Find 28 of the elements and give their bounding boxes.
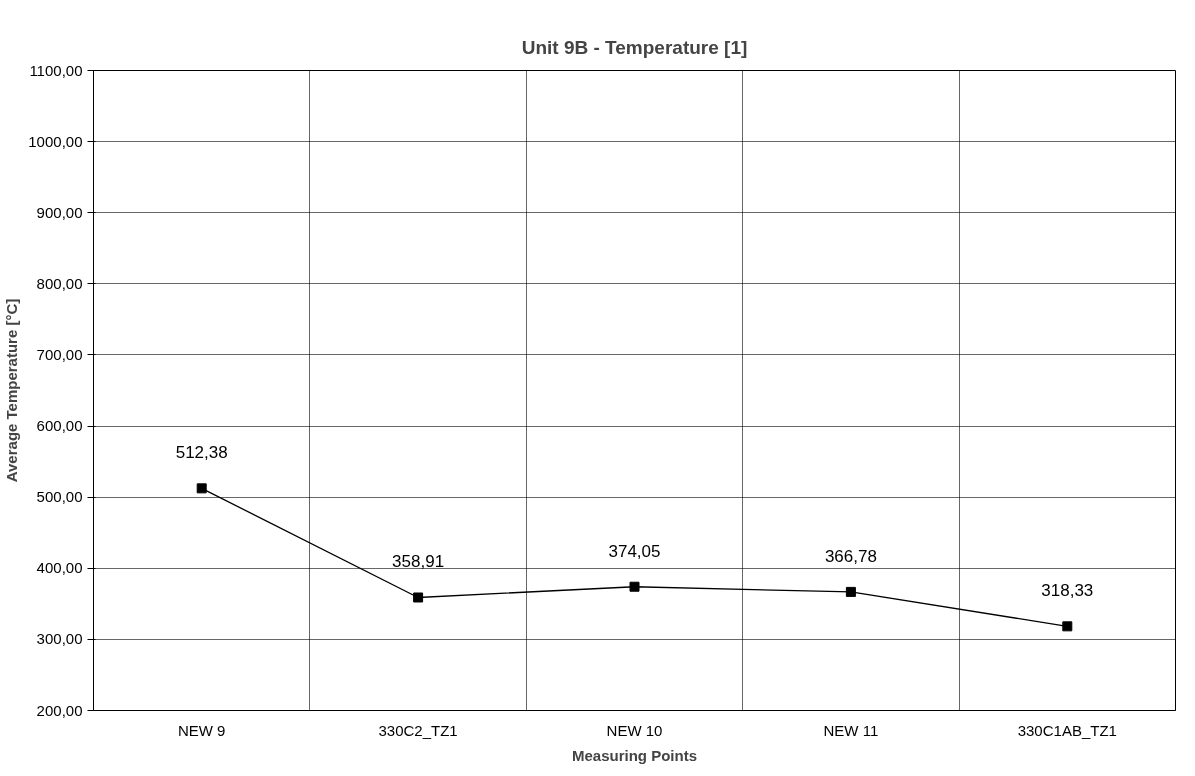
point [196,483,207,494]
x-tick-label: NEW 9 [177,721,226,739]
data-label: 512,38 [175,443,228,463]
x-tick-label: 330C2_TZ1 [378,721,458,739]
y-tick-label: 700,00 [36,345,83,363]
y-tick-label: 500,00 [36,488,83,506]
y-tick-label: 1100,00 [29,61,83,79]
x-tick-label: NEW 10 [606,721,663,739]
y-tick-label: 600,00 [36,417,83,435]
y-tick-label: 800,00 [36,274,83,292]
y-tick-label: 200,00 [36,701,83,719]
data-label: 366,78 [824,546,877,566]
y-tick-label: 1000,00 [28,132,83,150]
x-axis-title: Measuring Points [571,746,698,764]
data-label: 374,05 [608,541,661,561]
y-tick-label: 900,00 [36,203,83,221]
y-tick-label: 400,00 [36,559,83,577]
x-tick-label: 330C1AB_TZ1 [1017,721,1117,739]
y-axis-title: Average Temperature [°C] [3,298,21,483]
data-label: 318,33 [1041,581,1094,601]
point [845,586,856,597]
chart-title: Unit 9B - Temperature [1] [521,37,748,58]
data-label: 358,91 [392,552,445,572]
y-tick-label: 300,00 [36,630,83,648]
point [1062,621,1073,632]
point [629,581,640,592]
x-tick-label: NEW 11 [823,721,879,739]
point [413,592,424,603]
